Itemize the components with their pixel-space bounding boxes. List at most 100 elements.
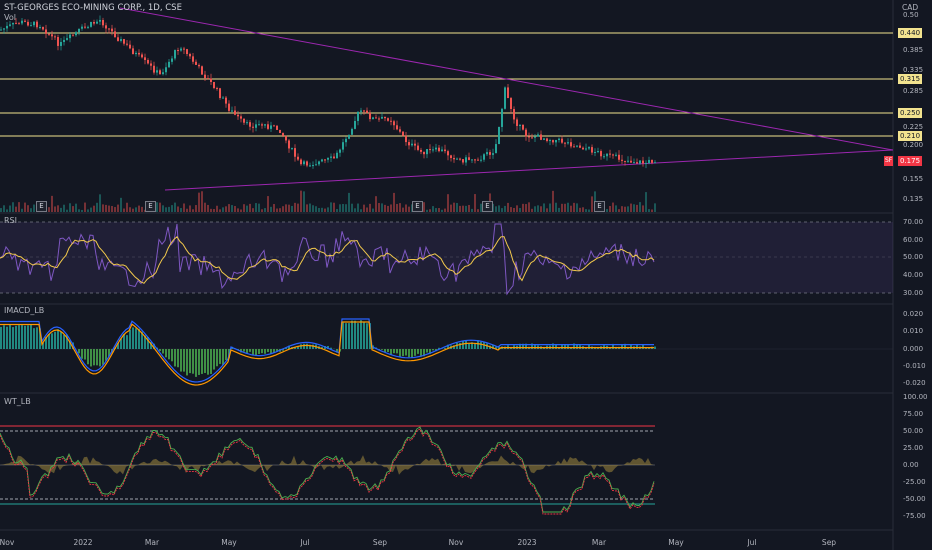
candle-body bbox=[636, 162, 638, 164]
candle-body bbox=[396, 125, 398, 130]
candle-body bbox=[150, 63, 152, 66]
candle-body bbox=[12, 22, 14, 25]
candle-body bbox=[510, 98, 512, 110]
macd-bar bbox=[357, 323, 359, 349]
macd-bar bbox=[438, 347, 440, 349]
candle-body bbox=[201, 66, 203, 75]
volume-bar bbox=[186, 208, 188, 212]
volume-bar bbox=[141, 206, 143, 212]
macd-bar bbox=[411, 349, 413, 359]
candle-body bbox=[633, 162, 635, 164]
macd-bar bbox=[153, 343, 155, 349]
volume-bar bbox=[405, 204, 407, 212]
macd-histogram bbox=[0, 320, 656, 377]
candle-body bbox=[384, 116, 386, 119]
earnings-marker[interactable]: E bbox=[594, 201, 605, 212]
volume-bar bbox=[639, 202, 641, 212]
candle-body bbox=[273, 125, 275, 127]
candle-body bbox=[459, 158, 461, 160]
candle-body bbox=[267, 124, 269, 129]
macd-axis-label: -0.010 bbox=[903, 362, 926, 370]
macd-bar bbox=[120, 338, 122, 349]
candle-body bbox=[405, 135, 407, 143]
macd-bar bbox=[465, 340, 467, 349]
macd-bar bbox=[15, 325, 17, 349]
candle-body bbox=[210, 78, 212, 82]
candle-body bbox=[117, 37, 119, 41]
volume-bar bbox=[474, 194, 476, 212]
time-axis-label: Mar bbox=[144, 538, 160, 547]
candle-body bbox=[75, 32, 77, 36]
candle-body bbox=[309, 165, 311, 167]
macd-bar bbox=[336, 349, 338, 353]
candle-body bbox=[312, 165, 314, 167]
candle-body bbox=[36, 21, 38, 28]
candle-body bbox=[423, 151, 425, 155]
earnings-marker[interactable]: E bbox=[36, 201, 47, 212]
volume-bar bbox=[438, 208, 440, 212]
candle-body bbox=[531, 137, 533, 139]
wt-title[interactable]: WT_LB bbox=[4, 397, 31, 406]
macd-bar bbox=[327, 345, 329, 349]
macd-bar bbox=[9, 324, 11, 349]
candle-body bbox=[366, 110, 368, 113]
volume-bar bbox=[252, 208, 254, 212]
candle-body bbox=[135, 52, 137, 55]
macd-bar bbox=[213, 349, 215, 370]
macd-bar bbox=[60, 331, 62, 349]
macd-bar bbox=[381, 349, 383, 350]
earnings-marker[interactable]: E bbox=[412, 201, 423, 212]
candle-body bbox=[321, 159, 323, 162]
macd-bar bbox=[102, 349, 104, 365]
macd-axis-label: 0.020 bbox=[903, 310, 924, 318]
macd-bar bbox=[471, 342, 473, 349]
macd-bar bbox=[420, 349, 422, 357]
volume-bar bbox=[522, 203, 524, 212]
candle-body bbox=[624, 160, 626, 162]
candle-body bbox=[360, 110, 362, 112]
candle-body bbox=[378, 118, 380, 120]
earnings-marker[interactable]: E bbox=[145, 201, 156, 212]
volume-bar bbox=[3, 205, 5, 212]
wt-axis-label: 100.00 bbox=[903, 393, 928, 401]
macd-bar bbox=[480, 341, 482, 349]
wt-axis-label: -25.00 bbox=[903, 478, 926, 486]
volume-bar bbox=[75, 203, 77, 212]
candle-body bbox=[432, 149, 434, 151]
rsi-title[interactable]: RSI bbox=[4, 216, 17, 225]
macd-bar bbox=[66, 334, 68, 349]
earnings-marker[interactable]: E bbox=[482, 201, 493, 212]
price-candles bbox=[0, 15, 656, 169]
level-label: 0.250 bbox=[898, 108, 922, 118]
volume-bar bbox=[231, 205, 233, 212]
candle-body bbox=[216, 88, 218, 90]
candle-body bbox=[543, 138, 545, 140]
volume-bar bbox=[609, 206, 611, 212]
candle-body bbox=[111, 28, 113, 32]
candle-body bbox=[417, 145, 419, 150]
macd-signal-line bbox=[0, 321, 654, 386]
volume-bar bbox=[510, 207, 512, 212]
macd-bar bbox=[462, 341, 464, 349]
macd-bar bbox=[117, 343, 119, 349]
candle-body bbox=[276, 125, 278, 130]
macd-bar bbox=[57, 329, 59, 349]
volume-bar bbox=[633, 204, 635, 212]
candle-body bbox=[495, 144, 497, 154]
macd-bar bbox=[384, 349, 386, 353]
candle-body bbox=[606, 153, 608, 157]
volume-bar bbox=[210, 208, 212, 212]
candle-body bbox=[87, 26, 89, 28]
volume-bar bbox=[120, 197, 122, 212]
macd-title[interactable]: IMACD_LB bbox=[4, 306, 45, 315]
candle-body bbox=[246, 122, 248, 124]
volume-bar bbox=[183, 203, 185, 212]
volume-bar bbox=[21, 208, 23, 212]
candle-body bbox=[573, 146, 575, 148]
volume-bar bbox=[258, 203, 260, 212]
volume-bar bbox=[654, 203, 656, 212]
volume-bar bbox=[324, 208, 326, 212]
candle-body bbox=[63, 39, 65, 43]
chart-title[interactable]: ST-GEORGES ECO-MINING CORP., 1D, CSE bbox=[4, 3, 182, 13]
